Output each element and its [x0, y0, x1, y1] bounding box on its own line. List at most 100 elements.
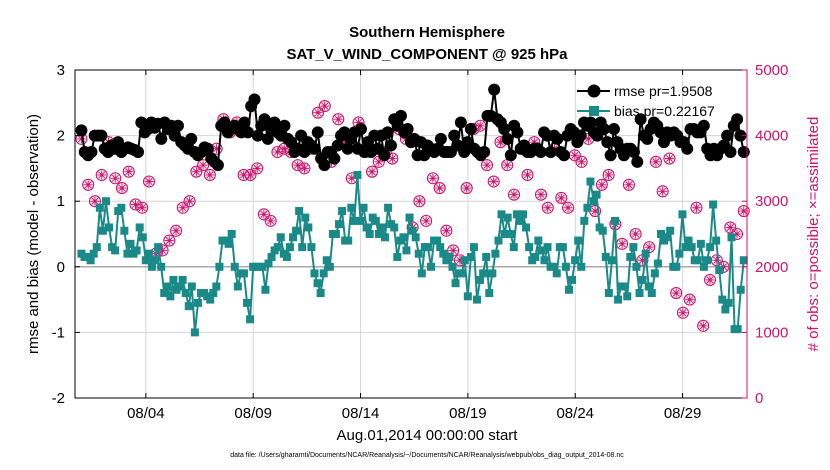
obs-possible-circle [142, 175, 156, 188]
bias-point [399, 233, 408, 242]
y2-tick-label: 4000 [755, 128, 788, 145]
bias-point [491, 249, 500, 258]
asterisk-stroke [429, 174, 437, 182]
obs-assimilated-point [678, 308, 688, 318]
obs-assimilated-point [664, 154, 674, 164]
bias-point [558, 243, 567, 252]
bias-point [356, 216, 365, 225]
bias-point [384, 203, 393, 212]
rmse-point [171, 119, 184, 132]
rmse-point [724, 146, 737, 158]
obs-assimilated-point [570, 150, 580, 160]
bias-point [390, 223, 399, 232]
rmse-point [604, 149, 617, 162]
bias-point [632, 262, 641, 271]
obs-assimilated-point [266, 216, 276, 226]
x-tick-label: 08/04 [127, 405, 165, 422]
bias-point [310, 269, 319, 278]
obs-possible-circle [318, 100, 331, 113]
bias-point [239, 269, 248, 278]
bias-point [371, 216, 380, 225]
obs-possible-point [170, 224, 183, 237]
bias-point [95, 203, 104, 212]
bias-point [601, 252, 610, 261]
rmse-point [251, 129, 264, 142]
bias-point [411, 233, 420, 242]
rmse-point [511, 126, 524, 139]
obs-possible-point [649, 155, 662, 168]
bias-point [656, 230, 665, 238]
rmse-point [641, 132, 654, 145]
bias-point [574, 236, 583, 245]
obs-possible-circle [595, 178, 608, 191]
rmse-point [258, 113, 271, 126]
asterisk-stroke [314, 109, 322, 117]
bias-point [675, 249, 684, 258]
asterisk-stroke [632, 230, 640, 238]
bias-point [374, 230, 383, 238]
obs-assimilated-point [441, 226, 451, 236]
rmse-point [211, 159, 224, 172]
obs-possible-point [291, 159, 304, 172]
x-tick-label: 08/09 [234, 405, 272, 422]
rmse-point [634, 113, 647, 126]
rmse-point [434, 132, 447, 145]
obs-possible-point [683, 293, 696, 306]
data-file-footnote: data file: /Users/gharamti/Documents/NCA… [230, 452, 624, 459]
bias-point [273, 243, 282, 252]
y-tick-label: 1 [57, 193, 65, 210]
bias-point [178, 275, 187, 284]
bias-point [417, 269, 426, 278]
bias-point [693, 256, 702, 265]
obs-possible-circle [82, 178, 95, 191]
bias-point [699, 262, 708, 271]
bias-point [509, 243, 518, 252]
asterisk-stroke [240, 171, 248, 179]
obs-assimilated-point [691, 203, 701, 213]
bias-point [696, 239, 705, 248]
bias-point [644, 282, 653, 291]
obs-possible-circle [332, 113, 345, 126]
bias-point [485, 289, 494, 298]
obs-possible-circle [656, 185, 669, 198]
obs-possible-point [332, 113, 345, 126]
bias-point [466, 252, 475, 261]
asterisk-stroke [706, 276, 714, 284]
obs-possible-point [251, 162, 264, 175]
y2-tick-label: 0 [755, 390, 763, 407]
rmse-point [478, 146, 491, 158]
obs-assimilated-point [137, 203, 147, 213]
asterisk-stroke [192, 168, 200, 176]
asterisk-stroke [273, 148, 281, 156]
rmse-point [448, 129, 461, 142]
asterisk-stroke [179, 204, 187, 212]
obs-possible-circle [420, 214, 433, 227]
bias-point [381, 233, 390, 242]
bias-point [224, 239, 233, 248]
rmse-point [464, 123, 477, 136]
obs-possible-point [602, 168, 615, 182]
bias-point [230, 262, 239, 271]
bias-point [614, 295, 623, 304]
bias-point [580, 216, 589, 225]
asterisk-stroke [557, 194, 565, 202]
bias-point [460, 256, 469, 265]
bias-point [457, 269, 466, 278]
bias-point [620, 282, 629, 291]
bias-point [641, 249, 650, 258]
bias-point [519, 210, 527, 219]
bias-point [393, 252, 402, 261]
bias-point [123, 249, 132, 258]
rmse-point [458, 146, 471, 158]
bias-point [715, 266, 724, 275]
bias-point [525, 243, 534, 252]
asterisk-stroke [523, 171, 532, 179]
y-tick-label: -1 [52, 324, 65, 341]
obs-possible-point [690, 201, 703, 214]
obs-possible-circle [724, 221, 737, 234]
bias-point [724, 298, 733, 307]
obs-possible-circle [251, 162, 264, 175]
rmse-point [631, 155, 644, 168]
bias-point [132, 246, 141, 255]
asterisk-stroke [165, 237, 173, 245]
